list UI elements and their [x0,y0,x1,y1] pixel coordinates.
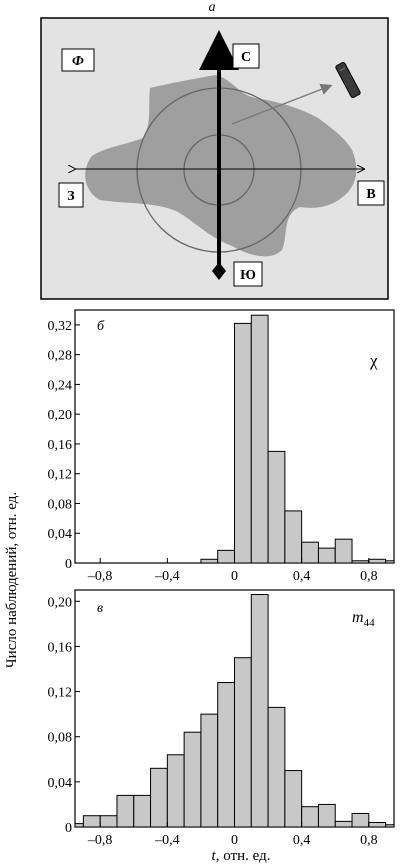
histogram-bar [217,682,235,828]
y-tick-label: 0 [65,821,72,836]
histogram-bar [284,770,303,828]
histogram-bar [301,541,319,564]
west-label: З [67,189,74,204]
panel-c-annotation-base: m [352,609,364,626]
x-tick-label: 0,8 [360,569,378,584]
histogram-bar [351,812,370,828]
panel-a-label: а [209,0,216,15]
y-tick-label: 0,04 [48,527,73,542]
y-tick-label: 0,08 [48,731,73,746]
x-tick-label: –0,4 [154,833,180,848]
south-label: Ю [240,268,256,283]
histogram-bar [267,450,286,564]
y-tick-label: 0,16 [48,640,73,655]
histogram-bar [385,824,395,828]
x-axis-label-rest: , отн. ед. [216,848,271,864]
y-tick-label: 0,24 [48,378,73,393]
histogram-bar [183,731,202,828]
panel-a: а Ф С Ю З В [40,0,389,300]
histogram-bar [74,823,84,828]
y-tick-label: 0,20 [48,595,73,610]
south-diamond [212,262,226,280]
histogram-bar [234,657,252,828]
histogram-bar [200,713,219,828]
histogram-bar [317,547,336,564]
histogram-bar [166,754,185,828]
x-tick-label: 0 [231,833,238,848]
panel-b-label: б [97,319,105,334]
y-tick-label: 0,32 [48,319,73,334]
phi-label: Ф [72,54,84,69]
east-label: В [366,187,375,202]
histogram-bar [116,794,135,828]
histogram-bar [200,558,219,564]
panel-c-label: в [97,601,103,616]
histogram-bar [301,806,319,828]
histogram-bar [267,706,286,828]
x-tick-label: 0,4 [293,833,311,848]
x-axis-label-t: t [212,848,217,864]
y-tick-label: 0,28 [48,349,73,364]
panel-b-annotation: χ [369,351,378,370]
x-tick-label: 0 [231,569,238,584]
y-tick-label: 0,04 [48,776,73,791]
histogram-bar [334,538,353,564]
y-tick-label: 0,20 [48,408,73,423]
x-tick-label: –0,8 [87,569,113,584]
north-box [232,43,260,69]
histogram-bar [82,815,101,828]
east-box [357,180,385,206]
phi-box [61,48,95,72]
histogram-bar [284,510,303,564]
south-box [233,261,263,287]
histogram-bar [99,815,118,828]
panel-c-annotation-sub: 44 [364,617,376,629]
histogram-bar [133,794,152,828]
histogram-bar [351,560,370,564]
histogram-bar [334,820,353,828]
histogram-bar [368,558,387,564]
panel-c-annotation: m44 [352,609,375,629]
histogram-bar [234,322,252,564]
histogram-c: –0,8 –0,4 0 0,4 0,8 0 0,04 0,08 0,12 0,16 0,20 [48,589,395,848]
histogram-bar [150,767,168,828]
histogram-bar [250,314,269,564]
y-tick-label: 0,12 [48,468,73,483]
west-box [58,182,84,208]
histogram-b: –0,8 –0,4 0 0,4 0,8 0 0,04 0,08 0,12 0,16 0,20 0,24… [48,309,395,584]
x-tick-label: –0,4 [154,569,180,584]
histogram-bar [368,821,387,828]
y-tick-label: 0,12 [48,686,73,701]
y-axis-label: Число наблюдений, отн. ед. [4,492,20,668]
x-tick-label: 0,4 [293,569,311,584]
histogram-bar [217,549,235,564]
y-tick-label: 0,16 [48,438,73,453]
histogram-bar [317,803,336,828]
histogram-bar [250,594,269,828]
x-tick-label: –0,8 [87,833,113,848]
north-label: С [241,50,251,65]
x-tick-label: 0,8 [360,833,378,848]
x-axis-label: t, отн. ед. [212,848,271,864]
detector-icon [335,61,361,99]
direction-arrow [231,83,333,125]
histogram-bar [385,560,395,564]
y-tick-label: 0 [65,557,72,572]
y-tick-label: 0,08 [48,497,73,512]
